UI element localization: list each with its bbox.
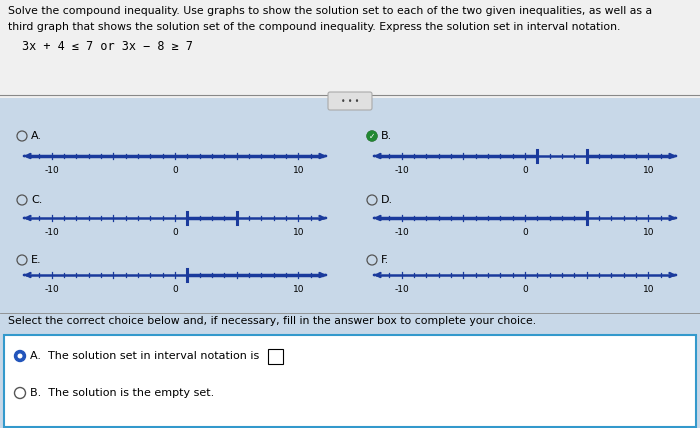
Text: -10: -10 <box>394 166 409 175</box>
Circle shape <box>367 131 377 141</box>
Text: 10: 10 <box>643 166 654 175</box>
Text: third graph that shows the solution set of the compound inequality. Express the : third graph that shows the solution set … <box>8 22 620 32</box>
Text: E.: E. <box>31 255 41 265</box>
Text: -10: -10 <box>44 166 59 175</box>
Text: 0: 0 <box>522 166 528 175</box>
Text: A.  The solution set in interval notation is: A. The solution set in interval notation… <box>30 351 259 361</box>
FancyBboxPatch shape <box>4 335 696 427</box>
Text: -10: -10 <box>44 228 59 237</box>
Circle shape <box>17 195 27 205</box>
Text: 0: 0 <box>522 228 528 237</box>
Text: Solve the compound inequality. Use graphs to show the solution set to each of th: Solve the compound inequality. Use graph… <box>8 6 652 16</box>
Circle shape <box>15 387 25 398</box>
Text: 0: 0 <box>172 166 178 175</box>
Text: 10: 10 <box>293 285 304 294</box>
Circle shape <box>367 131 377 141</box>
Text: D.: D. <box>381 195 393 205</box>
Text: 10: 10 <box>643 228 654 237</box>
Text: 0: 0 <box>522 285 528 294</box>
Text: 10: 10 <box>293 228 304 237</box>
Text: 10: 10 <box>643 285 654 294</box>
Text: -10: -10 <box>394 228 409 237</box>
Circle shape <box>367 195 377 205</box>
FancyBboxPatch shape <box>0 0 700 98</box>
Circle shape <box>17 131 27 141</box>
Text: Select the correct choice below and, if necessary, fill in the answer box to com: Select the correct choice below and, if … <box>8 316 536 326</box>
Text: -10: -10 <box>44 285 59 294</box>
Text: A.: A. <box>31 131 42 141</box>
Text: C.: C. <box>31 195 43 205</box>
FancyBboxPatch shape <box>328 92 372 110</box>
Circle shape <box>367 255 377 265</box>
Text: 3x + 4 ≤ 7 or 3x − 8 ≥ 7: 3x + 4 ≤ 7 or 3x − 8 ≥ 7 <box>22 40 193 53</box>
Text: • • •: • • • <box>341 96 359 105</box>
Text: 10: 10 <box>293 166 304 175</box>
Text: F.: F. <box>381 255 389 265</box>
FancyBboxPatch shape <box>267 348 283 363</box>
Text: -10: -10 <box>394 285 409 294</box>
Text: 0: 0 <box>172 228 178 237</box>
Text: 0: 0 <box>172 285 178 294</box>
Text: ✓: ✓ <box>369 131 375 140</box>
Circle shape <box>18 354 22 359</box>
Circle shape <box>15 351 25 362</box>
Circle shape <box>17 255 27 265</box>
Text: B.: B. <box>381 131 392 141</box>
Text: B.  The solution is the empty set.: B. The solution is the empty set. <box>30 388 214 398</box>
